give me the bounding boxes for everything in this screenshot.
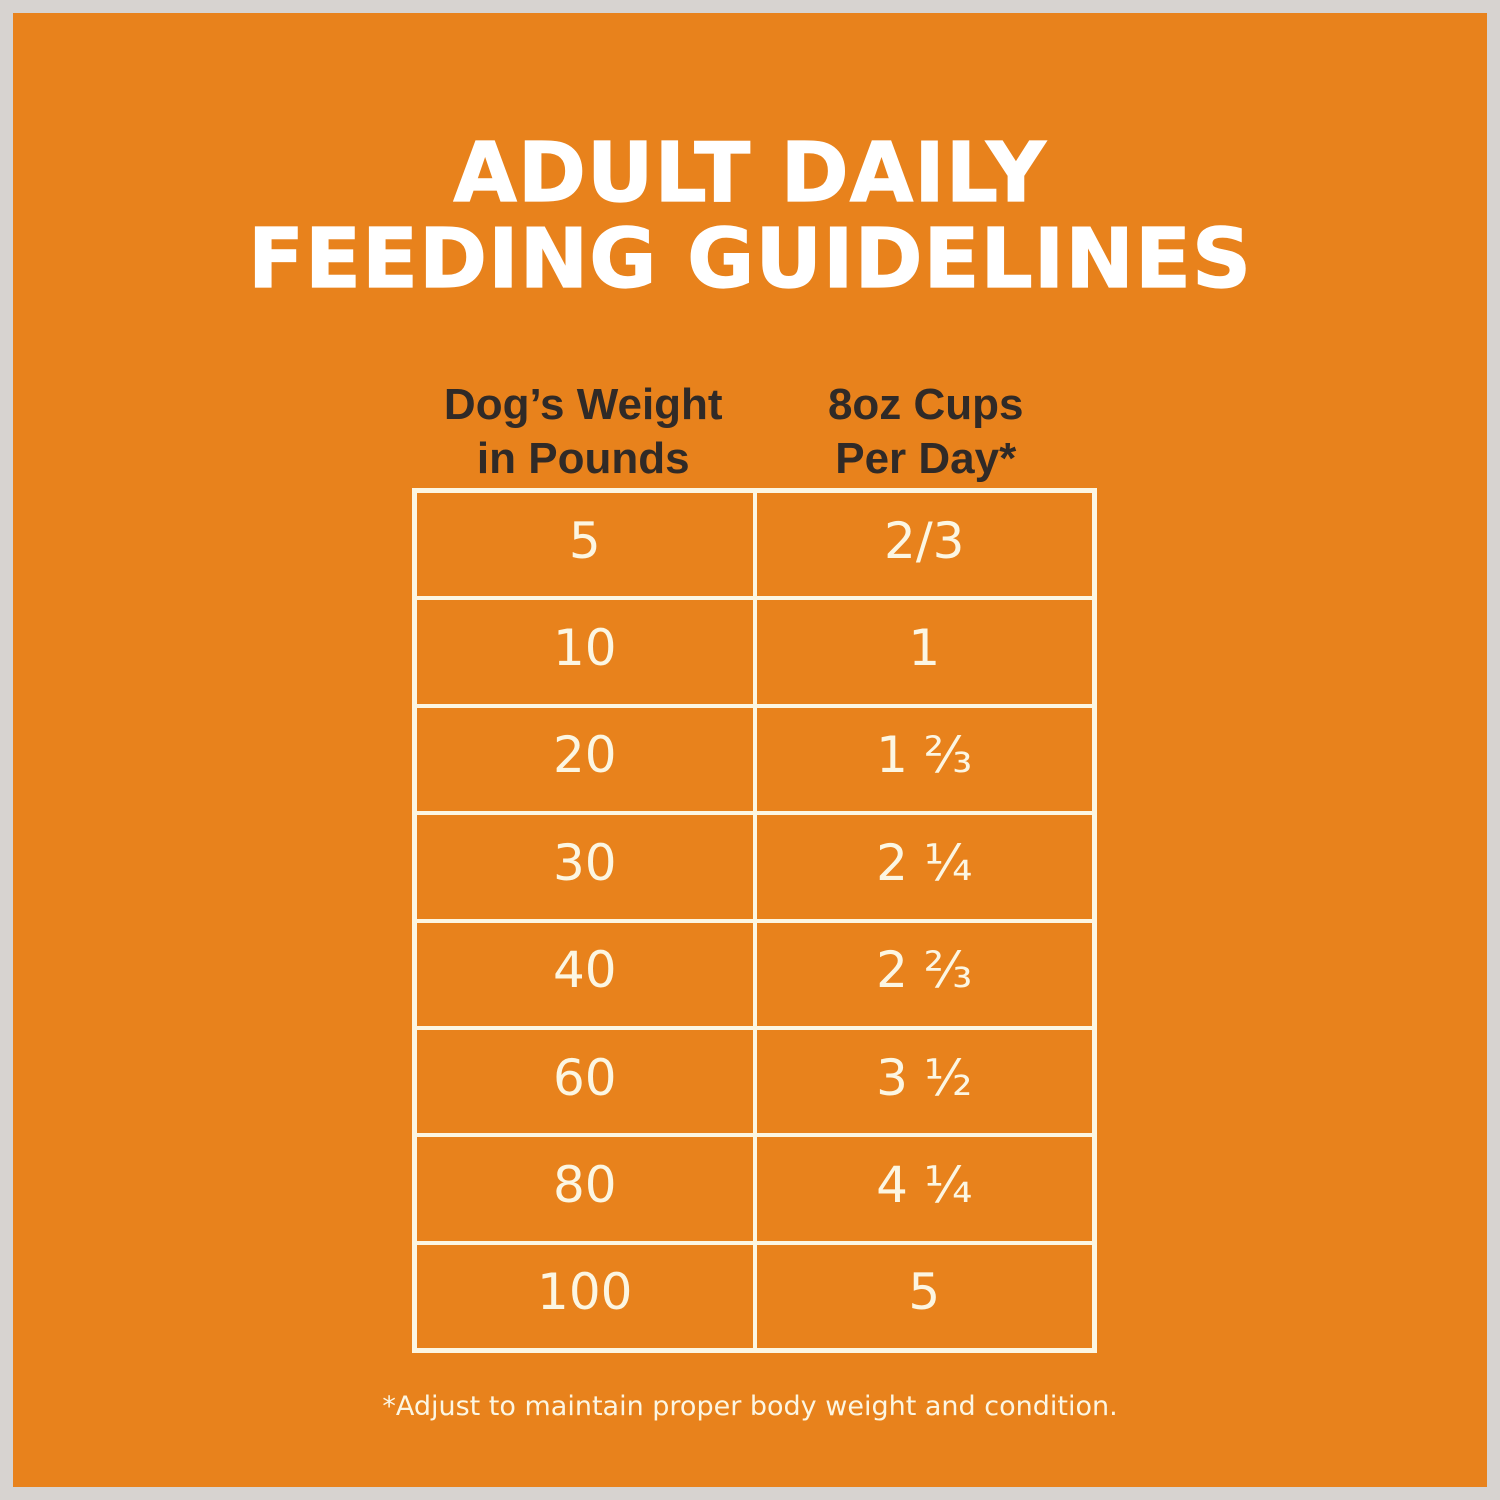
weight-cell: 10 bbox=[417, 600, 753, 704]
cups-header-line-2: Per Day* bbox=[835, 433, 1017, 483]
cups-cell: 4 ¼ bbox=[756, 1137, 1092, 1241]
weight-cell: 30 bbox=[417, 815, 753, 919]
cups-cell: 1 bbox=[756, 600, 1092, 704]
weight-header-line-1: Dog’s Weight bbox=[443, 380, 723, 429]
column-header-dogs-weight: Dog’s Weight in Pounds bbox=[412, 378, 755, 485]
cups-cell: 1 ⅔ bbox=[756, 707, 1092, 812]
feeding-guidelines-panel: ADULT DAILY FEEDING GUIDELINES Dog’s Weig… bbox=[13, 13, 1487, 1487]
cups-header-line-1: 8oz Cups bbox=[827, 380, 1024, 429]
feeding-table: 5 2/3 10 1 20 1 ⅔ 30 2 ¼ 40 2 ⅔ 60 3 ½ bbox=[412, 488, 1097, 1353]
weight-cell: 20 bbox=[417, 707, 753, 812]
cups-cell: 5 bbox=[756, 1244, 1092, 1348]
cups-cell: 2 ⅔ bbox=[756, 922, 1092, 1026]
adjust-footnote: *Adjust to maintain proper body weight a… bbox=[382, 1391, 1118, 1422]
weight-cell: 100 bbox=[417, 1244, 753, 1348]
page-title: ADULT DAILY FEEDING GUIDELINES bbox=[13, 130, 1487, 303]
weight-header-line-2: in Pounds bbox=[476, 433, 690, 483]
column-headers: Dog’s Weight in Pounds 8oz Cups Per Day* bbox=[412, 378, 1097, 485]
weight-cell: 80 bbox=[417, 1137, 753, 1241]
column-header-cups-per-day: 8oz Cups Per Day* bbox=[755, 378, 1098, 485]
weight-cell: 60 bbox=[417, 1029, 753, 1134]
title-line-1: ADULT DAILY bbox=[453, 126, 1047, 221]
weight-cell: 5 bbox=[417, 493, 753, 597]
cups-cell: 2/3 bbox=[756, 493, 1092, 597]
weight-cell: 40 bbox=[417, 922, 753, 1026]
cups-cell: 3 ½ bbox=[756, 1029, 1092, 1134]
title-line-2: FEEDING GUIDELINES bbox=[247, 212, 1253, 308]
cups-cell: 2 ¼ bbox=[756, 815, 1092, 919]
